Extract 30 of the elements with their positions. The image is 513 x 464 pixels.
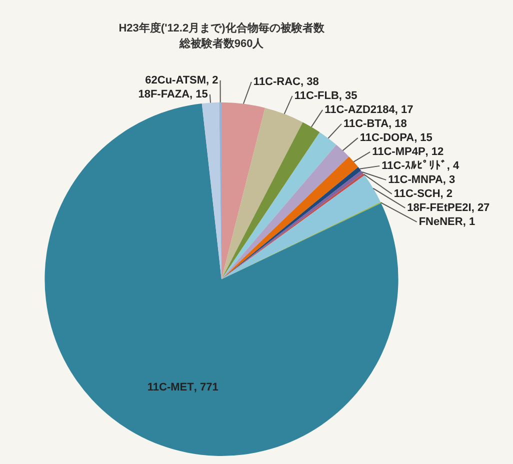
data-label: , 771 [194,381,218,394]
slice-label: 62Cu-ATSM [145,74,206,86]
slice-label: 18F-FEtPE2I [407,202,472,214]
slice-label: 11C-AZD2184 [324,104,396,116]
data-label: , 27 [471,202,490,214]
data-label: , 18 [388,118,407,130]
slice-label: 11C-FLB [294,90,339,102]
data-label: , 17 [394,104,414,116]
data-label: , 2 [206,74,218,86]
slice-label: 11C-ｽﾙﾋﾟﾘﾄﾞ [382,158,447,172]
slice-label: 11C-MNPA [388,174,443,186]
data-label: , 12 [425,146,444,158]
data-label: , 1 [462,216,476,228]
data-label: , 15 [190,88,208,100]
data-label: , 4 [446,160,460,172]
slice-label: FNeNER [418,216,463,228]
data-label: , 2 [440,188,453,200]
chart-title: H23年度('12.2月まで)化合物毎の被験者数 [118,22,326,35]
slice-label: 18F-FAZA [138,88,190,100]
chart-subtitle: 総被験者数960人 [178,36,265,50]
slice-label: 11C-SCH [394,188,440,200]
slice-label: 11C-BTA [343,118,389,130]
data-label: , 3 [442,174,456,186]
slice-label: 11C-MET [147,381,194,394]
data-label: , 15 [414,132,432,144]
slice-label: 11C-DOPA [360,132,414,144]
data-label: , 38 [300,76,319,88]
data-label: , 35 [338,90,358,102]
slice-label: 11C-MP4P [372,146,426,158]
slice-label: 11C-RAC [253,76,301,88]
